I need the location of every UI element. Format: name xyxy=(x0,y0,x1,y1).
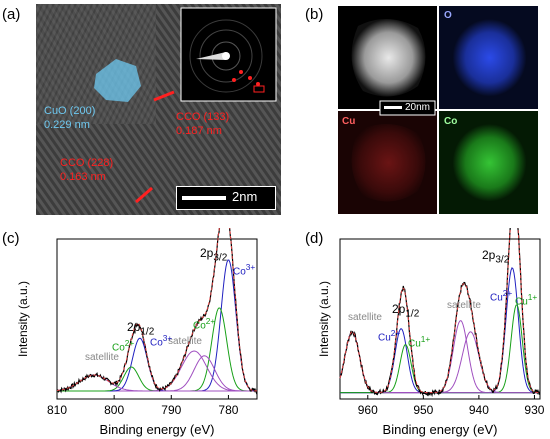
xps-cu-cu2-right-label: Cu2+ xyxy=(490,288,513,304)
xps-co-sat-mid-label: satellite xyxy=(168,336,202,347)
panel-label-c: (c) xyxy=(2,230,20,247)
cco133-annotation: CCO (133) 0.187 nm xyxy=(176,111,230,137)
hrtem-scale-bar xyxy=(182,196,226,200)
xps-co-axes-frame xyxy=(56,238,258,400)
eds-maps: 20nm O Cu Co xyxy=(338,6,538,214)
cuo-annotation: CuO (200) 0.229 nm xyxy=(44,105,96,131)
cco228-annotation: CCO (228) 0.163 nm xyxy=(60,157,114,183)
c-xtick-label-1: 800 xyxy=(104,403,124,417)
c-xtick-label-2: 790 xyxy=(161,403,181,417)
hrtem-lattice xyxy=(36,4,281,215)
xps-co-chart: 810 800 790 780 Binding energy (eV) Intensi… xyxy=(16,228,258,437)
panel-label-a: (a) xyxy=(2,6,21,23)
c-xtick-label-0: 810 xyxy=(47,403,67,417)
d-xtick-label-1: 950 xyxy=(413,403,433,417)
xps-co-p32-label: 2p3/2 xyxy=(200,246,228,264)
xps-co-annotations: 2p3/2 Co3+ Co2+ satellite 2p1/2 Co2+ Co3… xyxy=(0,228,275,439)
xps-co-raw-data xyxy=(56,228,258,395)
d-xtick-label-2: 940 xyxy=(469,403,489,417)
xps-co-co2-left-label: Co2+ xyxy=(112,338,135,354)
xps-cu-raw-data xyxy=(339,228,541,398)
d-xtick-label-3: 930 xyxy=(524,403,544,417)
xps-cu-ylabel: Intensity (a.u.) xyxy=(317,281,331,357)
panel-label-b: (b) xyxy=(305,6,324,23)
hrtem-scale-text: 2nm xyxy=(232,189,258,204)
eds-scale-text: 20nm xyxy=(405,102,431,113)
xps-cu-axes-frame xyxy=(339,238,541,400)
eds-map-grid xyxy=(338,6,538,214)
eds-co-label: Co xyxy=(444,116,458,127)
xps-cu-sat-left-label: satellite xyxy=(348,312,382,323)
xps-cu-chart: 960 950 940 930 Binding energy (eV) Intensi… xyxy=(317,228,545,437)
xps-cu-cu1-left-label: Cu1+ xyxy=(408,334,431,350)
xps-co-ylabel: Intensity (a.u.) xyxy=(16,281,30,357)
xps-cu-envelope xyxy=(339,228,540,394)
cco133-arrow xyxy=(153,90,175,102)
xps-cu-p32-label: 2p3/2 xyxy=(482,248,510,266)
hrtem-image: CuO (200) 0.229 nm CCO (133) 0.187 nm CC… xyxy=(36,4,281,215)
xps-cu-p12-label: 2p1/2 xyxy=(392,302,420,320)
eds-o-label: O xyxy=(444,10,452,21)
cco228-arrow xyxy=(135,186,153,204)
xps-co-envelope xyxy=(56,228,257,392)
cuo-region-highlight xyxy=(94,59,141,102)
xps-co-sat-left-label: satellite xyxy=(85,352,119,363)
xps-cu-annotations: 2p3/2 Cu2+ Cu1+ satellite 2p1/2 Cu2+ Cu1… xyxy=(300,228,550,439)
xps-cu-sat-mid-label: satellite xyxy=(447,300,481,311)
xps-co-co3-left-label: Co3+ xyxy=(150,333,173,349)
xps-co-co2-mid-label: Co2+ xyxy=(193,316,216,332)
d-xtick-label-0: 960 xyxy=(358,403,378,417)
xps-cu-cu2-left-label: Cu2+ xyxy=(378,328,401,344)
eds-cu-label: Cu xyxy=(342,116,356,127)
xps-cu-xlabel: Binding energy (eV) xyxy=(383,422,498,437)
xps-cu-cu1-right-label: Cu1+ xyxy=(515,292,538,308)
xps-co-xlabel: Binding energy (eV) xyxy=(100,422,215,437)
panel-label-d: (d) xyxy=(305,230,324,247)
xps-co-co3-right-label: Co3+ xyxy=(233,262,256,278)
c-xtick-label-3: 780 xyxy=(218,403,238,417)
xps-co-p12-label: 2p1/2 xyxy=(127,320,155,338)
